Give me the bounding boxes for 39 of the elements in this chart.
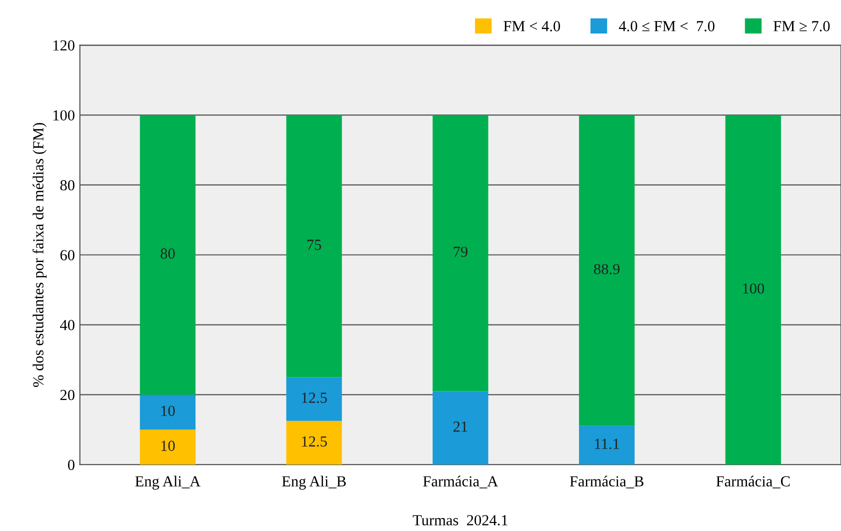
x-tick-label: Farmácia_A — [423, 476, 498, 488]
y-tick-label: 100 — [53, 110, 74, 120]
data-label: 12.5 — [302, 392, 327, 403]
data-label: 11.1 — [595, 438, 619, 450]
x-tick-label: Eng Ali_B — [282, 476, 346, 490]
bar — [140, 430, 196, 465]
data-label: 100 — [743, 283, 764, 294]
data-label: 21 — [453, 421, 468, 432]
data-label: 88.9 — [594, 264, 620, 274]
data-label: 80 — [160, 248, 175, 259]
data-label: 79 — [454, 246, 468, 257]
bar — [579, 115, 635, 426]
y-tick-label: 60 — [60, 250, 74, 260]
data-label: 75 — [307, 240, 322, 250]
y-tick-label: 120 — [53, 40, 74, 51]
legend-label: FM < 4.0 — [504, 21, 560, 32]
x-axis-title: Turmas 2024.1 — [412, 515, 508, 526]
y-axis-title: % dos estudantes por faixa de médias (FM) — [32, 122, 47, 387]
x-tick-label: Farmácia_B — [570, 476, 644, 488]
y-tick-label: 40 — [60, 320, 74, 330]
x-tick-label: Farmácia_C — [716, 476, 790, 488]
bar — [432, 391, 488, 465]
bar — [432, 115, 488, 392]
bar — [286, 420, 342, 465]
y-tick-label: 0 — [68, 460, 74, 470]
data-label: 10 — [161, 406, 175, 416]
bar — [140, 394, 196, 430]
data-label: 12.5 — [302, 436, 327, 447]
legend-label: FM ≥ 7.0 — [774, 21, 830, 32]
y-tick-label: 20 — [60, 390, 74, 400]
bar — [579, 426, 635, 465]
data-label: 10 — [161, 440, 175, 451]
x-tick-label: Eng Ali_A — [135, 476, 200, 490]
bar — [286, 115, 342, 378]
bar — [725, 115, 781, 465]
y-tick-label: 80 — [60, 180, 74, 190]
legend-label: 4.0 ≤ FM < 7.0 — [618, 21, 714, 32]
bar — [140, 115, 196, 395]
bar — [286, 377, 342, 421]
